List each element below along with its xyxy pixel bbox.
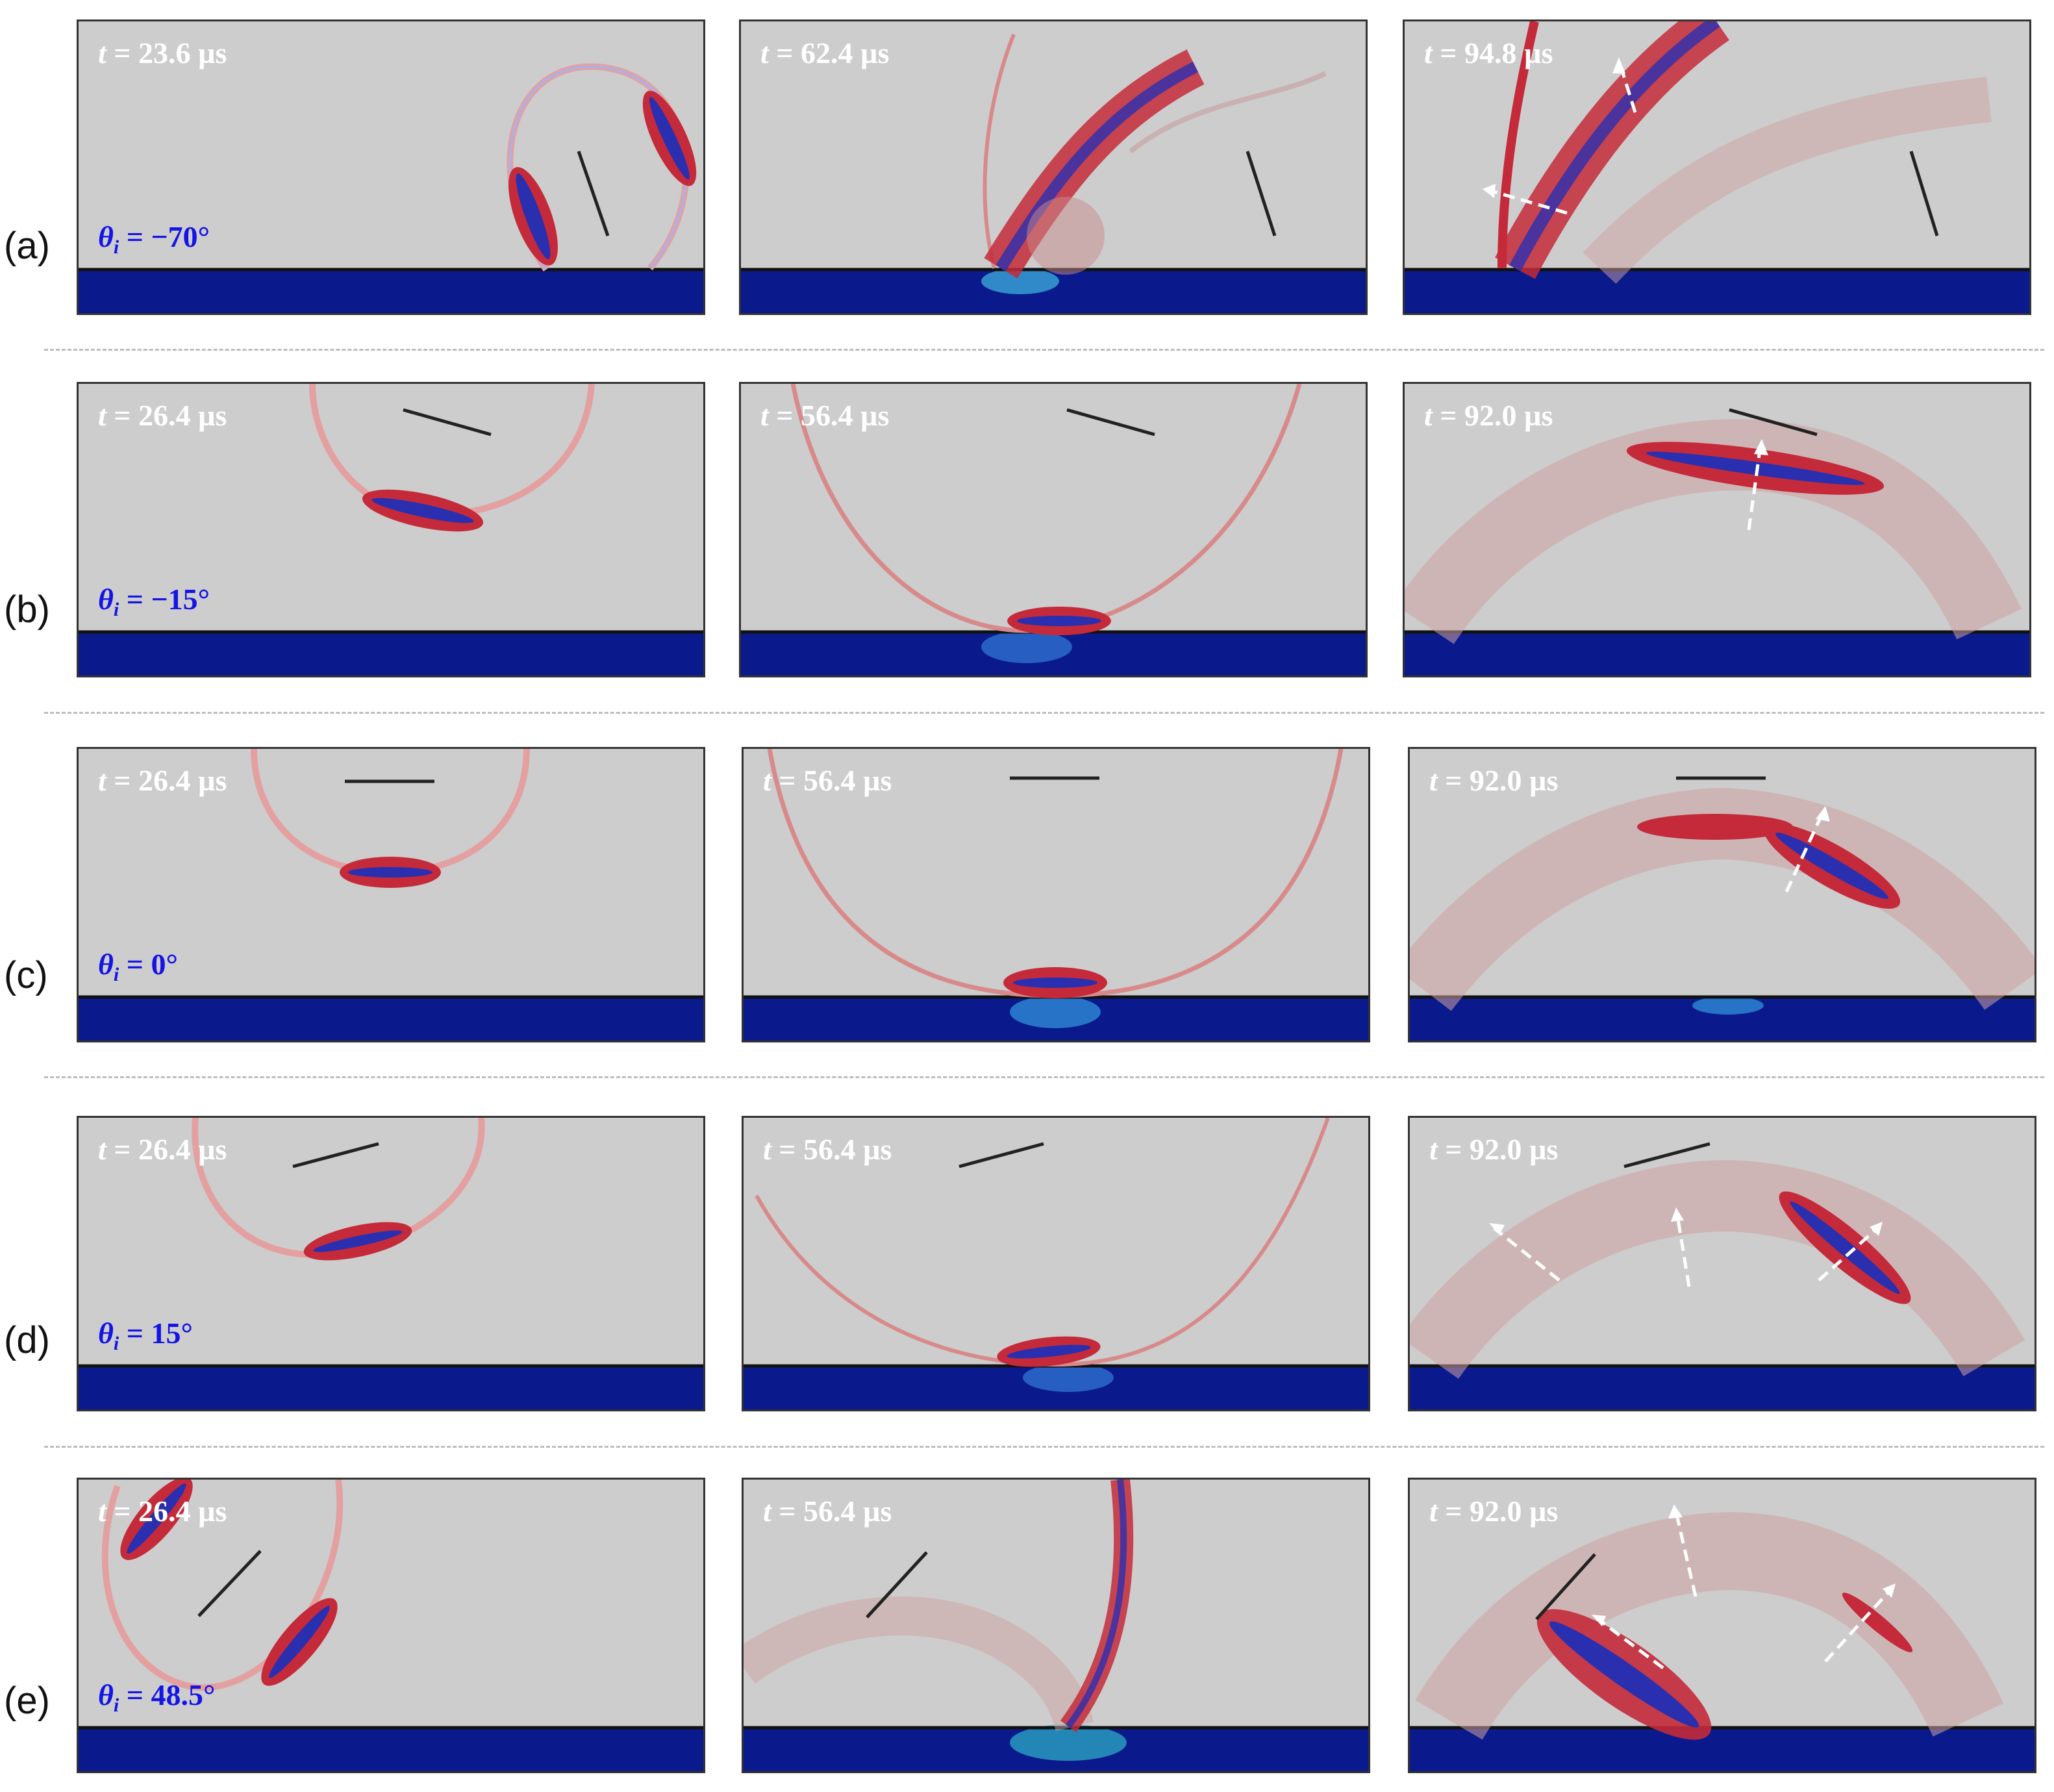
wavefield-b-2 <box>741 384 1366 675</box>
wavefield-d-1 <box>79 1118 703 1409</box>
time-label-b-3: t = 92.0 µs <box>1424 399 1553 432</box>
time-label-b-2: t = 56.4 µs <box>760 399 890 432</box>
wavefield-e-3 <box>1410 1480 2035 1771</box>
wavefield-a-1 <box>79 21 703 313</box>
time-label-b-1: t = 26.4 µs <box>98 399 227 432</box>
time-label-a-3: t = 94.8 µs <box>1424 36 1553 69</box>
wavefield-b-3 <box>1405 384 2029 675</box>
angle-label-b: θi = −15° <box>98 583 210 621</box>
panel-a-3: t = 94.8 µs <box>1403 19 2031 315</box>
wavefield-d-3 <box>1410 1118 2035 1409</box>
panel-e-1: t = 26.4 µs θi = 48.5° <box>77 1478 705 1773</box>
time-label-c-1: t = 26.4 µs <box>98 764 227 797</box>
time-label-e-3: t = 92.0 µs <box>1429 1495 1559 1528</box>
panel-c-3: t = 92.0 µs <box>1408 747 2036 1042</box>
time-label-c-3: t = 92.0 µs <box>1429 764 1559 797</box>
wavefield-e-1 <box>79 1480 703 1771</box>
wavefield-a-2 <box>741 21 1366 313</box>
time-label-d-1: t = 26.4 µs <box>98 1133 227 1166</box>
wavefield-c-2 <box>744 749 1368 1041</box>
time-label-c-2: t = 56.4 µs <box>763 764 892 797</box>
panel-a-1: t = 23.6 µs θi = −70° <box>77 19 705 315</box>
row-label-d: (d) <box>4 1319 50 1361</box>
row-label-e: (e) <box>4 1680 50 1722</box>
wavefield-a-3 <box>1405 21 2029 313</box>
row-divider <box>44 712 2044 714</box>
time-label-e-1: t = 26.4 µs <box>98 1495 227 1528</box>
panel-d-3: t = 92.0 µs <box>1408 1116 2036 1411</box>
row-divider <box>44 349 2044 351</box>
angle-label-a: θi = −70° <box>98 220 210 259</box>
wavefield-b-1 <box>79 384 703 675</box>
panel-b-1: t = 26.4 µs θi = −15° <box>77 382 705 677</box>
angle-label-d: θi = 15° <box>98 1317 193 1355</box>
panel-d-2: t = 56.4 µs <box>742 1116 1370 1411</box>
panel-a-2: t = 62.4 µs <box>739 19 1368 315</box>
wavefield-d-2 <box>744 1118 1368 1409</box>
time-label-d-3: t = 92.0 µs <box>1429 1133 1559 1166</box>
wavefield-c-3 <box>1410 749 2035 1041</box>
angle-label-e: θi = 48.5° <box>98 1678 216 1717</box>
panel-b-3: t = 92.0 µs <box>1403 382 2031 677</box>
panel-e-3: t = 92.0 µs <box>1408 1478 2036 1773</box>
panel-e-2: t = 56.4 µs <box>742 1478 1370 1773</box>
row-label-b: (b) <box>4 588 50 631</box>
row-label-c: (c) <box>4 954 48 996</box>
panel-c-1: t = 26.4 µs θi = 0° <box>77 747 705 1042</box>
row-label-a: (a) <box>4 225 50 267</box>
time-label-e-2: t = 56.4 µs <box>763 1495 892 1528</box>
row-divider <box>44 1076 2044 1078</box>
time-label-d-2: t = 56.4 µs <box>763 1133 892 1166</box>
wavefield-e-2 <box>744 1480 1368 1771</box>
panel-c-2: t = 56.4 µs <box>742 747 1370 1042</box>
time-label-a-1: t = 23.6 µs <box>98 36 227 69</box>
panel-b-2: t = 56.4 µs <box>739 382 1368 677</box>
angle-label-c: θi = 0° <box>98 948 178 986</box>
row-divider <box>44 1446 2044 1448</box>
time-label-a-2: t = 62.4 µs <box>760 36 890 69</box>
wavefield-c-1 <box>79 749 703 1041</box>
panel-d-1: t = 26.4 µs θi = 15° <box>77 1116 705 1411</box>
